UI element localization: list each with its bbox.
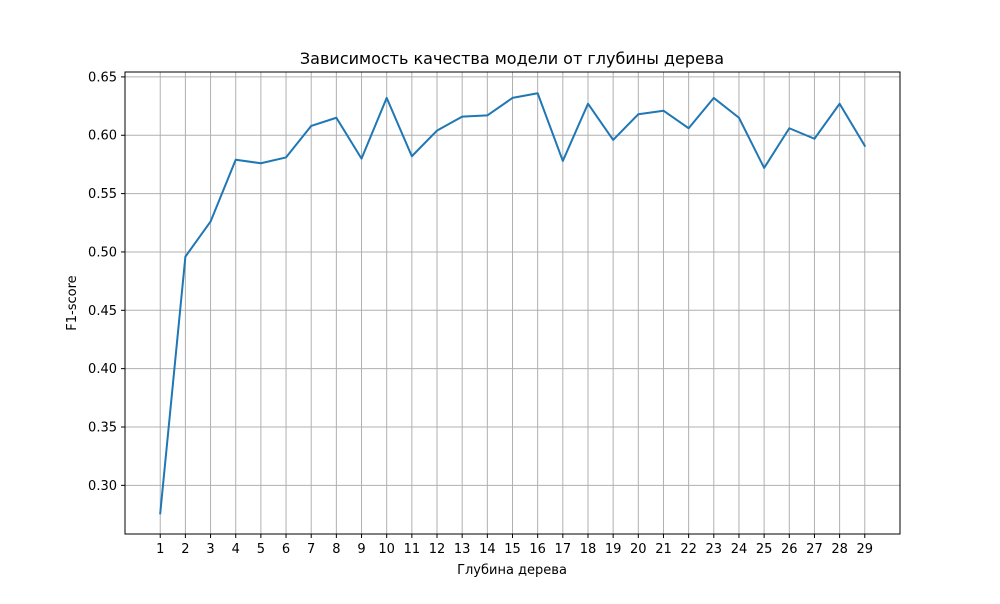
x-tick-label: 2: [181, 542, 189, 557]
x-tick-label: 15: [504, 542, 521, 557]
data-point: [159, 512, 161, 514]
data-point: [235, 159, 237, 161]
x-tick-label: 17: [555, 542, 572, 557]
x-tick-label: 26: [781, 542, 798, 557]
data-point: [386, 97, 388, 99]
y-tick-label: 0.35: [88, 420, 117, 435]
y-tick-label: 0.55: [88, 187, 117, 202]
x-tick-label: 23: [706, 542, 723, 557]
x-tick-label: 18: [580, 542, 597, 557]
data-point: [361, 158, 363, 160]
y-tick-label: 0.40: [88, 362, 117, 377]
y-axis-ticks: 0.30 0.35 0.40 0.45 0.50 0.55 0.60 0.65: [88, 70, 125, 494]
data-point: [713, 97, 715, 99]
x-tick-label: 21: [655, 542, 672, 557]
x-tick-label: 12: [429, 542, 446, 557]
x-tick-label: 11: [404, 542, 421, 557]
data-point: [260, 162, 262, 164]
y-axis-label: F1-score: [65, 275, 80, 330]
data-point: [637, 113, 639, 115]
data-point: [839, 103, 841, 105]
x-tick-label: 20: [630, 542, 647, 557]
x-tick-label: 25: [756, 542, 773, 557]
x-tick-label: 24: [731, 542, 748, 557]
x-tick-label: 28: [831, 542, 848, 557]
data-point: [411, 155, 413, 157]
x-tick-label: 10: [378, 542, 395, 557]
x-tick-label: 3: [206, 542, 214, 557]
y-tick-label: 0.50: [88, 245, 117, 260]
data-point: [763, 167, 765, 169]
x-tick-label: 14: [479, 542, 496, 557]
x-tick-label: 27: [806, 542, 823, 557]
data-point: [587, 103, 589, 105]
series-line: [159, 92, 867, 515]
x-tick-label: 4: [232, 542, 240, 557]
data-point: [688, 127, 690, 129]
x-tick-label: 8: [332, 542, 340, 557]
data-point: [184, 256, 186, 258]
y-tick-label: 0.60: [88, 129, 117, 144]
x-tick-label: 5: [257, 542, 265, 557]
x-axis-label: Глубина дерева: [457, 563, 567, 578]
x-tick-label: 16: [529, 542, 546, 557]
x-tick-label: 7: [307, 542, 315, 557]
x-tick-label: 9: [357, 542, 365, 557]
y-tick-label: 0.65: [88, 70, 117, 85]
series-layer: [159, 92, 867, 515]
x-tick-label: 22: [680, 542, 697, 557]
data-point: [864, 145, 866, 147]
x-tick-label: 1: [156, 542, 164, 557]
data-point: [310, 125, 312, 127]
x-tick-label: 29: [856, 542, 873, 557]
data-point: [562, 160, 564, 162]
x-tick-label: 19: [605, 542, 622, 557]
data-point: [788, 127, 790, 129]
data-point: [738, 117, 740, 119]
data-point: [461, 116, 463, 118]
y-tick-label: 0.45: [88, 304, 117, 319]
x-tick-label: 6: [282, 542, 290, 557]
y-tick-label: 0.30: [88, 479, 117, 494]
data-point: [813, 138, 815, 140]
data-point: [486, 114, 488, 116]
data-point: [537, 92, 539, 94]
x-axis-ticks: 1 2 3 4 5 6 7 8 9 10 11 12 13 14 15 16 17 18 19 20 21 22 23 24 2…: [156, 534, 873, 557]
x-tick-label: 13: [454, 542, 471, 557]
data-point: [285, 156, 287, 158]
data-point: [335, 117, 337, 119]
grid: [125, 72, 900, 534]
chart-title: Зависимость качества модели от глубины д…: [300, 49, 724, 68]
data-point: [612, 139, 614, 141]
data-point: [512, 97, 514, 99]
data-point: [210, 221, 212, 223]
data-point: [436, 130, 438, 132]
data-point: [662, 110, 664, 112]
